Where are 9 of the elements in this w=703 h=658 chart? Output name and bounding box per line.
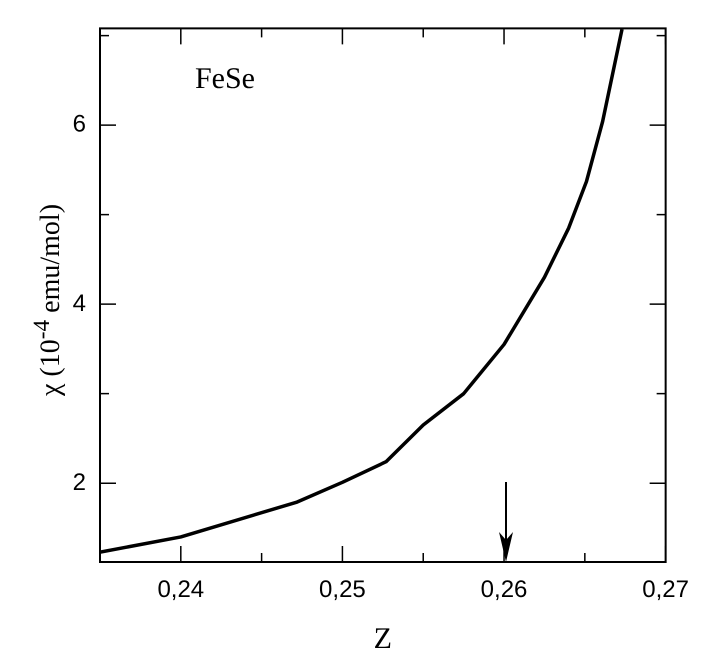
annotation: FeSe (195, 62, 255, 96)
x-tick-label: 0,26 (480, 576, 528, 604)
x-tick-label: 0,27 (642, 576, 690, 604)
x-axis-title: Z (374, 622, 392, 655)
x-tick-label: 0,24 (157, 576, 204, 604)
y-tick-label: 2 (72, 468, 86, 496)
y-tick-label: 6 (72, 110, 86, 138)
y-tick-label: 4 (72, 290, 86, 317)
x-tick-label: 0,25 (319, 576, 366, 604)
